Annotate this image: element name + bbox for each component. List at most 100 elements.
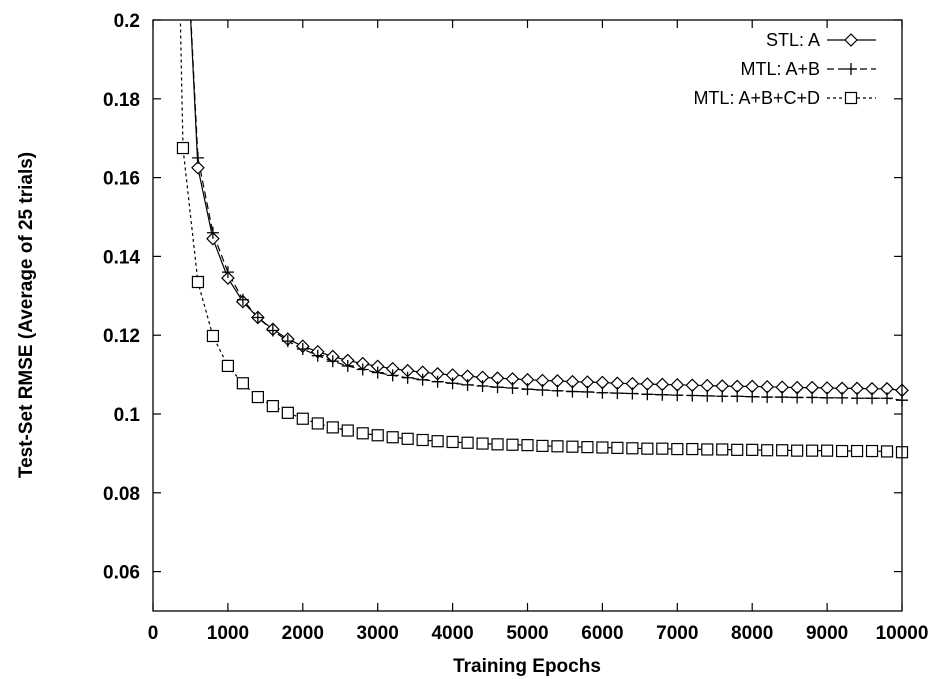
data-point-square (206, 329, 220, 343)
data-point-square (716, 443, 729, 456)
data-point-square (296, 412, 309, 425)
data-point-plus (221, 266, 234, 279)
markers-layer (176, 141, 909, 459)
data-point-plus (776, 391, 789, 404)
legend-label: MTL: A+B (740, 59, 820, 79)
data-point-plus (506, 381, 519, 394)
data-point-plus (341, 359, 354, 372)
data-point-square (401, 432, 414, 445)
ticks-layer: 0 1000 2000 3000 4000 5000 6000 7000 8000 9000 100… (103, 11, 928, 644)
data-point-diamond (640, 377, 655, 391)
data-point-square (761, 444, 774, 457)
data-point-plus (731, 390, 744, 403)
legend-label: STL: A (766, 30, 820, 50)
data-point-square (776, 444, 789, 457)
data-point-square (341, 424, 354, 437)
data-point-square (356, 427, 369, 440)
x-tick-label: 5000 (506, 623, 548, 644)
data-point-plus (521, 383, 534, 396)
data-point-plus (476, 380, 489, 393)
legend-label: MTL: A+B+C+D (693, 88, 820, 108)
data-point-plus (551, 384, 564, 397)
data-point-plus (446, 377, 459, 390)
data-point-diamond (191, 160, 205, 175)
x-tick-label: 9000 (806, 623, 848, 644)
data-point-square (791, 444, 804, 457)
data-point-plus (251, 311, 264, 324)
y-tick-label: 0.12 (103, 326, 140, 347)
data-point-plus (206, 226, 219, 239)
y-axis-title: Test-Set RMSE (Average of 25 trials) (16, 152, 37, 478)
data-point-square (626, 442, 639, 455)
data-point-plus (356, 363, 369, 376)
data-point-square (416, 433, 429, 447)
data-point-diamond (745, 379, 760, 394)
data-point-plus (611, 387, 624, 400)
data-point-square (641, 442, 654, 455)
data-point-square (491, 438, 504, 451)
data-point-plus (461, 378, 474, 391)
data-point-diamond (670, 377, 685, 392)
data-point-diamond (595, 375, 610, 390)
data-point-plus (266, 324, 279, 337)
data-point-plus (536, 383, 549, 396)
data-point-plus (596, 386, 609, 399)
x-tick-label: 0 (148, 623, 159, 644)
data-point-square (326, 421, 339, 434)
data-point-plus (791, 391, 804, 404)
legend-marker-square (844, 91, 858, 105)
data-point-plus (626, 387, 639, 400)
data-point-plus (671, 389, 684, 402)
legend-marker-plus (845, 63, 857, 75)
data-point-plus (806, 391, 819, 404)
data-point-square (371, 429, 384, 442)
legend-marker-diamond (844, 33, 858, 47)
data-point-square (880, 445, 894, 458)
x-tick-label: 3000 (357, 623, 399, 644)
data-point-square (506, 438, 519, 451)
data-point-plus (851, 392, 864, 405)
data-point-plus (386, 369, 399, 382)
y-tick-label: 0.2 (114, 11, 140, 32)
data-point-diamond (760, 379, 775, 394)
data-point-plus (236, 293, 249, 306)
data-point-plus (716, 390, 729, 403)
data-point-plus (371, 366, 384, 379)
legend: STL: A MTL: A+B MTL: A+B+C+D (693, 30, 876, 108)
y-tick-label: 0.14 (103, 247, 140, 268)
data-point-plus (401, 371, 414, 384)
data-point-square (581, 440, 594, 454)
data-point-plus (296, 342, 309, 355)
data-point-plus (866, 392, 879, 405)
data-point-plus (281, 335, 294, 348)
data-point-square (521, 439, 534, 452)
data-point-plus (581, 385, 594, 398)
data-point-square (251, 390, 264, 404)
data-point-square (731, 443, 744, 456)
data-point-plus (686, 389, 699, 402)
data-point-plus (566, 385, 579, 398)
data-point-plus (761, 391, 774, 404)
y-tick-label: 0.08 (103, 484, 140, 505)
data-point-square (686, 442, 699, 456)
data-point-plus (416, 373, 429, 386)
data-point-square (656, 442, 669, 455)
data-point-square (850, 444, 864, 458)
data-point-plus (881, 392, 894, 405)
data-point-square (266, 400, 279, 413)
x-tick-label: 2000 (282, 623, 324, 644)
data-point-plus (701, 389, 714, 402)
data-point-square (746, 443, 759, 456)
y-tick-label: 0.1 (114, 405, 141, 426)
data-point-square (701, 443, 714, 456)
data-point-diamond (655, 377, 670, 392)
y-tick-label: 0.06 (103, 563, 140, 584)
data-point-square (536, 439, 549, 453)
data-point-square (386, 431, 399, 444)
data-point-plus (821, 391, 834, 404)
data-point-diamond (700, 378, 715, 393)
data-point-diamond (715, 379, 730, 393)
data-point-square (281, 406, 294, 419)
data-point-plus (746, 390, 759, 403)
